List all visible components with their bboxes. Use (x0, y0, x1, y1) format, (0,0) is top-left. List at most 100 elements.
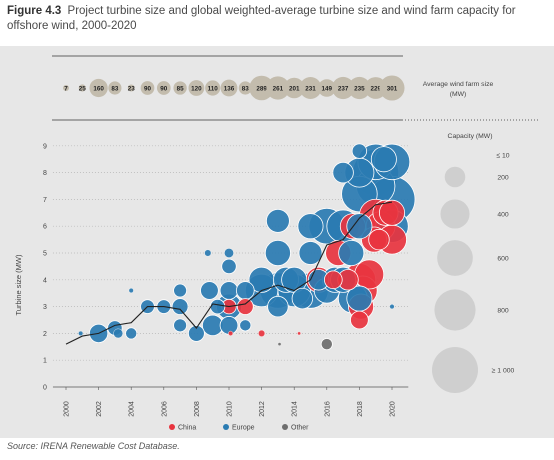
average-farm-bubble (63, 85, 69, 91)
average-farm-value: 25 (79, 85, 87, 92)
bubble-europe (338, 240, 365, 266)
bubble-china (258, 329, 266, 337)
capacity-legend-bubble (444, 166, 466, 188)
average-farm-value: 136 (224, 85, 235, 92)
average-farm-bubble (317, 79, 336, 97)
bubble-europe (219, 281, 239, 300)
average-farm-value: 90 (160, 85, 168, 92)
average-farm-bubble (331, 76, 355, 100)
average-farm-value: 83 (111, 85, 119, 92)
average-farm-bubble (348, 76, 371, 100)
source-note: Source: IRENA Renewable Cost Database. (7, 441, 180, 451)
bubble-china (354, 259, 385, 290)
legend-marker-europe (223, 424, 229, 430)
average-farm-bubble (266, 76, 290, 100)
bubble-europe (267, 295, 289, 318)
average-farm-bubble (173, 81, 187, 95)
capacity-legend-label: 400 (497, 212, 509, 219)
average-farm-bubble (140, 81, 155, 95)
average-farm-value: 110 (208, 85, 219, 92)
average-farm-value: 235 (354, 85, 365, 92)
average-turbine-line (65, 201, 393, 345)
bubble-other (277, 342, 282, 346)
bubble-europe (128, 288, 134, 294)
bubble-europe (224, 248, 234, 258)
x-tick-label: 2006 (161, 401, 168, 417)
bubble-europe (297, 213, 324, 240)
capacity-legend-bubble (440, 199, 470, 229)
bubble-europe (173, 318, 188, 333)
bubble-europe (200, 281, 219, 300)
x-tick-label: 2002 (96, 401, 103, 417)
capacity-legend-title: Capacity (MW) (448, 133, 493, 140)
capacity-legend: Capacity (MW) ≤ 10 200 400 600 800 ≥ 1 000 (432, 133, 515, 393)
x-tick-label: 2008 (194, 401, 201, 417)
bubble-europe (264, 240, 291, 266)
bubbles (78, 143, 416, 351)
average-farm-value: 120 (191, 85, 202, 92)
x-tick-label: 2016 (324, 401, 331, 417)
y-tick-label: 8 (43, 170, 47, 177)
bubble-europe (265, 208, 290, 233)
capacity-legend-bubble (432, 347, 478, 393)
bubble-europe (239, 319, 252, 332)
average-farm-bubble (156, 81, 171, 95)
average-farm-bubble (89, 78, 108, 98)
bubble-europe (209, 298, 226, 315)
capacity-legend-label: 800 (497, 308, 509, 315)
average-farm-bubble (188, 80, 205, 96)
average-farm-bubble (283, 77, 305, 99)
weighted-average-line (65, 201, 393, 345)
y-tick-label: 1 (43, 358, 47, 365)
bubble-europe (221, 258, 237, 275)
average-farm-value: 7 (64, 85, 68, 92)
bubble-europe (188, 325, 205, 342)
capacity-legend-label: ≤ 10 (496, 153, 509, 160)
average-farm-value: 160 (93, 85, 104, 92)
average-farm-bubble (299, 77, 322, 99)
average-farm-size-row: 7 25 160 83 23 90 90 85 120 110 136 83 289 261 201 231 1… (63, 75, 494, 101)
bubble-europe (351, 143, 368, 159)
average-farm-label: Average wind farm size (423, 81, 494, 88)
average-farm-bubble (220, 79, 238, 97)
bubble-europe (171, 298, 189, 315)
y-tick-label: 0 (43, 385, 47, 392)
y-tick-label: 7 (43, 197, 47, 204)
average-farm-bubble (127, 84, 135, 92)
y-tick-label: 5 (43, 251, 47, 258)
bubble-europe (291, 287, 314, 310)
average-farm-value: 229 (370, 85, 381, 92)
legend-label-china: China (178, 425, 196, 432)
figure-number: Figure 4.3 (7, 5, 62, 17)
bubble-europe (389, 304, 395, 310)
y-tick-label: 4 (43, 277, 47, 284)
legend-label-other: Other (291, 425, 309, 432)
bubble-europe (235, 281, 255, 300)
x-tick-label: 2014 (292, 401, 299, 417)
bubble-europe (370, 146, 397, 173)
capacity-legend-bubble (434, 289, 476, 331)
bubble-china (350, 310, 369, 330)
average-farm-bubble (249, 75, 274, 101)
legend-marker-china (169, 424, 175, 430)
bubble-europe (78, 330, 84, 336)
average-farm-value: 301 (387, 85, 398, 92)
x-tick-label: 2000 (64, 401, 71, 417)
average-farm-value: 23 (128, 85, 136, 92)
average-farm-bubble (238, 81, 252, 95)
capacity-legend-label: 600 (497, 256, 509, 263)
average-farm-value: 90 (144, 85, 152, 92)
average-farm-value: 289 (256, 85, 267, 92)
bubble-china (368, 228, 390, 251)
bubble-china (379, 199, 405, 226)
average-farm-bubble (379, 75, 405, 101)
legend-marker-other (282, 424, 288, 430)
y-tick-label: 9 (43, 143, 47, 150)
figure-title-text: Project turbine size and global weighted… (7, 5, 516, 32)
y-axis-label: Turbine size (MW) (14, 254, 23, 315)
average-farm-value: 261 (273, 85, 284, 92)
x-tick-label: 2012 (259, 401, 266, 417)
x-tick-label: 2018 (357, 401, 364, 417)
